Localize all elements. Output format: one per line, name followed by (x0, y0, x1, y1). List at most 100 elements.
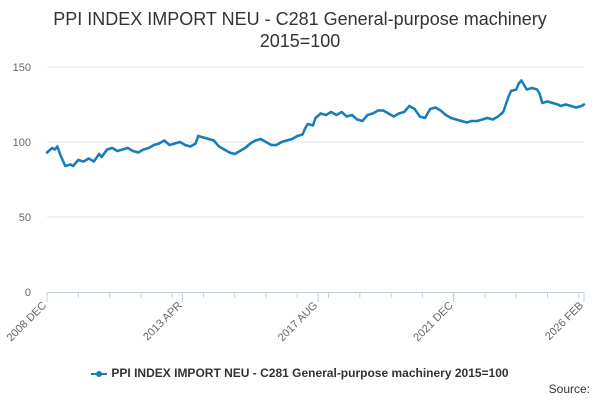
data-point (408, 104, 411, 108)
data-point (53, 148, 56, 151)
data-point (157, 142, 161, 145)
data-point (238, 149, 242, 153)
data-point (197, 134, 200, 138)
y-tick-label-150: 150 (13, 62, 31, 74)
data-point (366, 113, 369, 117)
data-point (392, 115, 395, 118)
data-point (131, 149, 135, 153)
data-point (184, 143, 187, 147)
data-point (285, 139, 288, 142)
series-line-0 (45, 79, 586, 168)
data-point (69, 163, 72, 166)
data-point (361, 119, 364, 123)
data-point (303, 127, 307, 130)
data-point (504, 103, 507, 106)
y-tick-label-100: 100 (13, 137, 31, 149)
data-point (280, 140, 283, 144)
y-tick-label-0: 0 (25, 287, 31, 299)
data-point (496, 115, 500, 118)
data-point (116, 149, 119, 153)
data-point (387, 112, 390, 115)
chart-title-line-1: PPI INDEX IMPORT NEU - C281 General-purp… (53, 9, 547, 29)
x-axis-tick-labels: 2008 DEC 2013 APR 2017 AUG 2021 DEC 2026 FEB (5, 292, 586, 344)
data-point (314, 116, 317, 120)
data-point (350, 113, 354, 117)
data-point (264, 140, 268, 144)
data-point (530, 86, 534, 90)
data-point (470, 119, 474, 123)
data-point (402, 110, 406, 114)
data-point (397, 112, 401, 115)
data-point (163, 139, 166, 142)
data-point (541, 101, 544, 105)
data-point (142, 148, 145, 151)
data-point (444, 113, 447, 117)
data-point (51, 146, 54, 150)
data-point (439, 109, 442, 112)
data-point (45, 151, 49, 154)
legend-label: PPI INDEX IMPORT NEU - C281 General-purp… (111, 366, 509, 380)
chart-title: PPI INDEX IMPORT NEU - C281 General-purp… (0, 8, 600, 52)
x-tick-label-2021-12: 2021 DEC (411, 300, 455, 344)
x-tick-label-2008-12: 2008 DEC (5, 300, 49, 344)
data-point (376, 109, 380, 112)
data-point (202, 136, 205, 139)
data-point (329, 110, 333, 114)
data-point (306, 122, 309, 126)
data-point (87, 157, 90, 160)
data-point (491, 118, 494, 121)
data-point (97, 152, 101, 156)
data-point (63, 164, 67, 168)
data-point (525, 88, 528, 91)
data-point (535, 88, 539, 91)
data-point (92, 160, 96, 163)
legend[interactable]: PPI INDEX IMPORT NEU - C281 General-purp… (0, 366, 600, 380)
series-layer (45, 79, 586, 168)
data-point (429, 107, 432, 111)
data-point (82, 160, 85, 163)
data-point (56, 145, 59, 148)
legend-line-marker-icon (91, 369, 108, 379)
data-point (569, 104, 573, 108)
data-point (486, 116, 489, 120)
data-point (465, 121, 468, 124)
data-point (538, 92, 541, 96)
data-point (259, 137, 262, 141)
data-point (551, 101, 554, 105)
data-point (301, 133, 304, 136)
data-point (418, 115, 421, 118)
data-point (502, 110, 505, 114)
data-point (319, 112, 322, 115)
data-point (413, 107, 416, 111)
data-point (575, 106, 578, 109)
data-point (194, 142, 197, 145)
x-axis (46, 292, 584, 298)
x-tick-label-2013-04: 2013 APR (141, 300, 185, 344)
data-point (228, 151, 231, 154)
data-point (275, 143, 278, 147)
data-point (382, 109, 385, 112)
data-point (520, 79, 523, 82)
data-point (449, 116, 453, 120)
data-point (233, 152, 236, 156)
data-point (189, 145, 192, 148)
data-point (121, 148, 124, 151)
data-point (217, 145, 221, 148)
series-points-0 (45, 79, 586, 168)
data-point (77, 158, 80, 162)
data-point (243, 146, 247, 150)
x-tick-label-2017-08: 2017 AUG (276, 300, 320, 344)
data-point (105, 148, 109, 151)
data-point (556, 103, 560, 106)
data-point (517, 82, 520, 85)
x-tick-label-2026-02: 2026 FEB (543, 300, 586, 343)
data-point (509, 89, 513, 93)
data-point (178, 140, 182, 144)
data-point (152, 143, 156, 147)
data-point (475, 119, 479, 123)
chart-title-line-2: 2015=100 (259, 31, 341, 51)
data-point (223, 148, 226, 151)
data-point (212, 139, 215, 142)
data-point (111, 146, 114, 150)
